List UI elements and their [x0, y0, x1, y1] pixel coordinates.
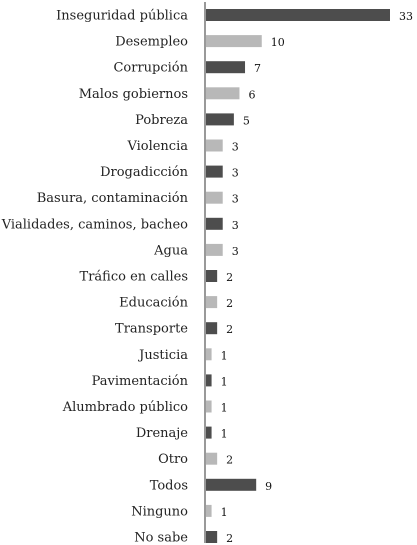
bar — [206, 217, 223, 230]
category-label: Pobreza — [135, 113, 188, 128]
category-label: No sabe — [134, 531, 188, 545]
value-label: 1 — [221, 402, 228, 415]
value-label: 2 — [226, 323, 233, 336]
category-label: Basura, contaminación — [37, 191, 189, 206]
bar — [206, 35, 262, 48]
value-label: 1 — [221, 375, 228, 388]
bar — [206, 9, 390, 21]
value-label: 9 — [265, 480, 272, 493]
value-label: 7 — [254, 62, 261, 75]
category-labels: Inseguridad pública Desempleo Corrupción Ma… — [1, 9, 189, 545]
value-label: 2 — [226, 532, 233, 545]
bar — [206, 243, 223, 256]
bar — [206, 348, 212, 361]
category-label: Ninguno — [131, 504, 188, 519]
value-label: 2 — [226, 454, 233, 467]
bar — [206, 452, 218, 465]
bar — [206, 296, 218, 309]
category-label: Educación — [119, 296, 188, 311]
bar — [206, 504, 212, 517]
bar — [206, 531, 218, 543]
category-label: Drogadicción — [100, 165, 189, 180]
bar — [206, 270, 218, 282]
value-label: 2 — [226, 297, 233, 310]
bars — [206, 9, 390, 543]
value-label: 3 — [232, 193, 239, 206]
category-label: Tráfico en calles — [80, 270, 188, 285]
value-label: 5 — [243, 114, 250, 127]
category-label: Otro — [158, 452, 188, 467]
bar — [206, 478, 257, 491]
bar — [206, 61, 246, 74]
category-label: Alumbrado público — [62, 400, 188, 415]
category-label: Malos gobiernos — [79, 87, 188, 102]
category-label: Transporte — [115, 322, 188, 337]
bar — [206, 322, 218, 335]
category-label: Todos — [150, 478, 188, 493]
bar — [206, 87, 240, 100]
value-label: 1 — [221, 349, 228, 362]
bar — [206, 113, 234, 126]
value-label: 3 — [232, 245, 239, 258]
value-label: 33 — [399, 10, 413, 23]
category-label: Violencia — [126, 139, 188, 154]
category-label: Pavimentación — [92, 374, 189, 389]
bar — [206, 400, 212, 413]
value-label: 3 — [232, 167, 239, 180]
category-label: Vialidades, caminos, bacheo — [1, 217, 188, 232]
bar — [206, 191, 223, 204]
bar — [206, 139, 223, 152]
value-label: 3 — [232, 219, 239, 232]
value-label: 10 — [271, 36, 285, 49]
value-label: 6 — [248, 88, 255, 101]
bar — [206, 165, 223, 178]
value-label: 3 — [232, 141, 239, 154]
value-label: 2 — [226, 271, 233, 284]
category-label: Agua — [153, 243, 188, 258]
category-label: Justicia — [137, 348, 188, 363]
category-label: Desempleo — [115, 35, 188, 50]
category-label: Corrupción — [113, 61, 188, 76]
category-label: Drenaje — [136, 426, 188, 441]
bar — [206, 426, 212, 439]
value-label: 1 — [221, 428, 228, 441]
category-label: Inseguridad pública — [56, 9, 188, 24]
value-label: 1 — [221, 506, 228, 519]
bar — [206, 374, 212, 387]
